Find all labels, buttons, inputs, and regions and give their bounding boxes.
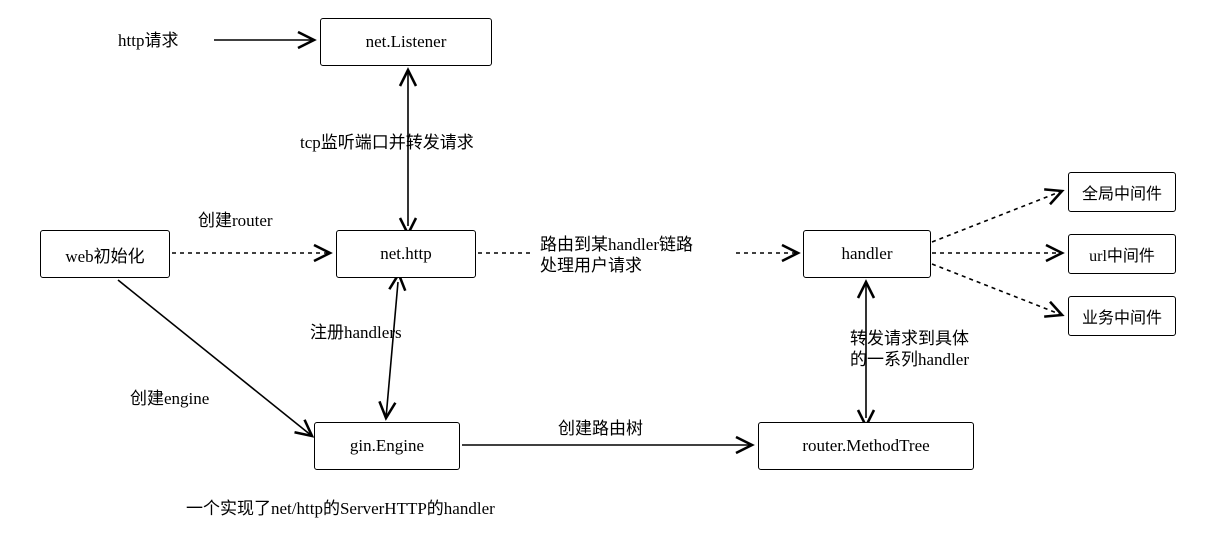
t: net.Listener [366,32,447,52]
label-routetree: 创建路由树 [558,418,643,439]
node-ginengine: gin.Engine [314,422,460,470]
label-http: http请求 [118,30,178,51]
edge-mw1 [932,191,1062,242]
node-methodtree: router.MethodTree [758,422,974,470]
t: url中间件 [1089,242,1155,266]
t: web初始化 [65,242,144,267]
t: handler [842,244,893,264]
node-nethttp: net.http [336,230,476,278]
label-engine: 创建engine [130,388,209,409]
label-tcp: tcp监听端口并转发请求 [300,132,474,153]
t: 全局中间件 [1082,180,1162,204]
node-webinit: web初始化 [40,230,170,278]
label-route: 路由到某handler链路 处理用户请求 [540,234,693,277]
t: net.http [380,244,431,264]
edge-mw3 [932,264,1062,315]
t: gin.Engine [350,436,424,456]
t: 业务中间件 [1082,304,1162,328]
node-listener: net.Listener [320,18,492,66]
node-handler: handler [803,230,931,278]
edge-handlers [386,282,398,418]
node-mw-url: url中间件 [1068,234,1176,274]
node-mw-biz: 业务中间件 [1068,296,1176,336]
t: router.MethodTree [802,436,929,456]
node-mw-global: 全局中间件 [1068,172,1176,212]
footnote: 一个实现了net/http的ServerHTTP的handler [186,498,495,519]
label-fwd: 转发请求到具体 的一系列handler [850,328,969,371]
label-router: 创建router [198,210,273,231]
edge-engine [118,280,312,436]
label-handlers: 注册handlers [310,322,402,343]
